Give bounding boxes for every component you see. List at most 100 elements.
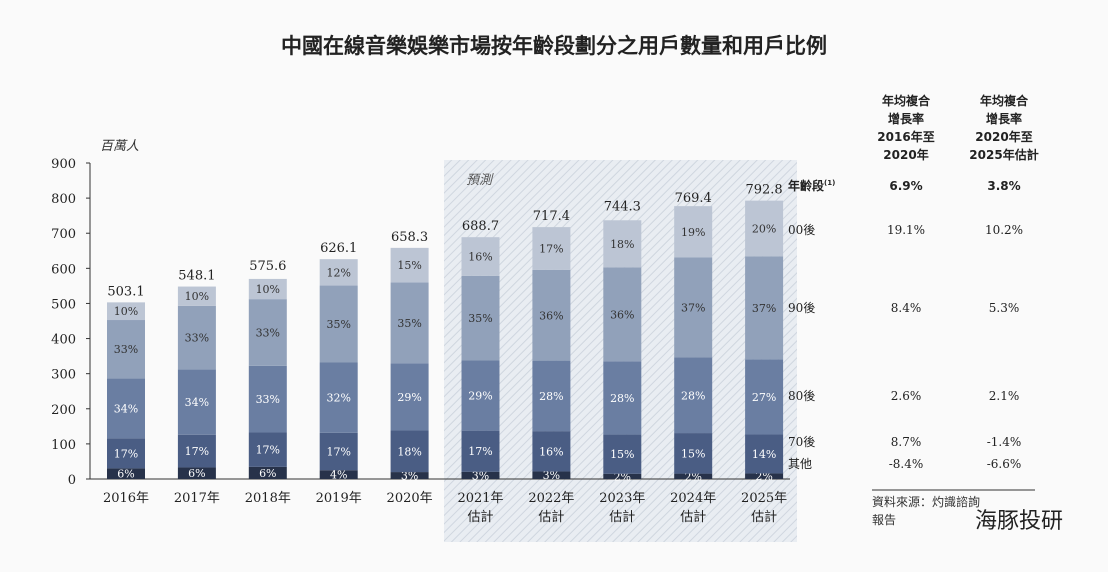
row-label: 80後 <box>788 389 815 403</box>
bar-segment-90後 <box>107 320 145 379</box>
cagr-2020-2025: 5.3% <box>989 301 1020 315</box>
row-label: 70後 <box>788 435 815 449</box>
segment-pct-label: 3% <box>401 470 418 483</box>
segment-pct-label: 14% <box>752 448 776 461</box>
bar-total-label: 769.4 <box>675 191 712 206</box>
bar-total-label: 658.3 <box>391 230 428 245</box>
segment-pct-label: 6% <box>188 467 205 480</box>
cagr-header-2: 年均複合 <box>980 93 1029 108</box>
bar-segment-00後 <box>674 206 713 258</box>
cagr-2020-2025: -1.4% <box>987 435 1022 449</box>
bar-segment-70後 <box>532 431 571 472</box>
cagr-2016-2020: -8.4% <box>889 457 924 471</box>
x-tick-label: 2025年 <box>741 491 787 506</box>
chart-title: 中國在線音樂娛樂市場按年齡段劃分之用戶數量和用戶比例 <box>281 34 827 58</box>
segment-pct-label: 28% <box>681 389 705 402</box>
bar-segment-80後 <box>745 359 784 435</box>
cagr-header-2: 2020年至 <box>975 129 1032 144</box>
bar-total-label: 744.3 <box>604 200 641 215</box>
y-tick-label: 700 <box>51 227 76 242</box>
segment-pct-label: 17% <box>539 243 563 256</box>
y-tick-label: 0 <box>68 473 76 488</box>
bar-segment-70後 <box>461 430 500 472</box>
bar-segment-90後 <box>603 267 642 362</box>
x-tick-label: 2024年 <box>670 491 716 506</box>
segment-pct-label: 10% <box>256 283 280 296</box>
bar-segment-90後 <box>674 257 713 358</box>
segment-pct-label: 37% <box>681 301 705 314</box>
bar-segment-80後 <box>319 362 358 433</box>
segment-pct-label: 15% <box>681 447 705 460</box>
x-tick-label: 估計 <box>609 509 635 525</box>
segment-pct-label: 18% <box>610 238 634 251</box>
segment-pct-label: 10% <box>114 305 138 318</box>
source-line-1: 資料來源：灼識諮詢 <box>872 494 980 509</box>
segment-pct-label: 35% <box>326 318 350 331</box>
cagr-2020-2025: 10.2% <box>985 223 1023 237</box>
bar-segment-其他 <box>674 473 713 479</box>
bar-total-label: 575.6 <box>249 259 286 274</box>
segment-pct-label: 3% <box>472 469 489 482</box>
bar-segment-70後 <box>603 434 642 474</box>
bar-total-label: 717.4 <box>533 209 570 224</box>
cagr-2020-2025: 2.1% <box>989 389 1020 403</box>
x-tick-label: 估計 <box>538 509 564 525</box>
bar-segment-80後 <box>603 361 642 435</box>
bar-segment-90後 <box>319 285 358 363</box>
bar-segment-90後 <box>532 269 571 361</box>
segment-pct-label: 18% <box>397 445 421 458</box>
cagr-2016-2020: 8.7% <box>891 435 922 449</box>
bar-segment-90後 <box>390 282 429 364</box>
segment-pct-label: 34% <box>185 396 209 409</box>
segment-pct-label: 27% <box>752 391 776 404</box>
bar-segment-其他 <box>461 471 500 479</box>
y-tick-label: 200 <box>51 403 76 418</box>
segment-pct-label: 17% <box>256 444 280 457</box>
bar-segment-70後 <box>107 438 145 469</box>
segment-pct-label: 20% <box>752 222 776 235</box>
segment-pct-label: 4% <box>330 469 347 482</box>
bar-segment-70後 <box>674 433 713 474</box>
bar-segment-其他 <box>532 471 571 479</box>
bar-segment-80後 <box>674 357 713 434</box>
y-tick-label: 300 <box>51 368 76 383</box>
bar-segment-00後 <box>532 227 571 270</box>
source-line-2: 報告 <box>872 513 896 527</box>
cagr-2016-2020: 8.4% <box>891 301 922 315</box>
bar-segment-00後 <box>107 302 145 321</box>
bar-segment-70後 <box>177 434 216 468</box>
watermark: 海豚投研 <box>975 509 1063 534</box>
bar-segment-70後 <box>319 432 358 471</box>
segment-pct-label: 29% <box>397 391 421 404</box>
segment-pct-label: 34% <box>114 402 138 415</box>
x-tick-label: 估計 <box>751 509 777 525</box>
segment-pct-label: 12% <box>326 266 350 279</box>
bar-segment-其他 <box>248 466 287 479</box>
bar-segment-80後 <box>390 363 429 431</box>
bar-segment-其他 <box>603 473 642 479</box>
segment-pct-label: 17% <box>326 446 350 459</box>
x-tick-label: 2018年 <box>245 491 291 506</box>
bar-segment-00後 <box>248 278 287 300</box>
cagr-2016-2020: 2.6% <box>891 389 922 403</box>
segment-pct-label: 28% <box>539 390 563 403</box>
bar-segment-00後 <box>319 259 358 286</box>
cagr-2016-2020: 6.9% <box>889 179 922 193</box>
bar-segment-00後 <box>745 200 784 257</box>
x-tick-label: 2022年 <box>528 491 574 506</box>
bar-segment-70後 <box>390 430 429 473</box>
bar-segment-80後 <box>248 365 287 433</box>
segment-pct-label: 36% <box>610 308 634 321</box>
y-axis-label: 百萬人 <box>100 139 139 154</box>
segment-pct-label: 2% <box>755 470 772 483</box>
segment-pct-label: 33% <box>256 393 280 406</box>
bar-segment-其他 <box>745 473 784 479</box>
cagr-header-2: 2025年估計 <box>969 147 1038 162</box>
bar-segment-90後 <box>177 305 216 370</box>
bar-total-label: 548.1 <box>178 269 215 284</box>
bar-segment-其他 <box>390 472 429 479</box>
cagr-header-1: 增長率 <box>888 111 924 126</box>
cagr-header-1: 年均複合 <box>882 93 931 108</box>
bar-segment-80後 <box>461 360 500 431</box>
